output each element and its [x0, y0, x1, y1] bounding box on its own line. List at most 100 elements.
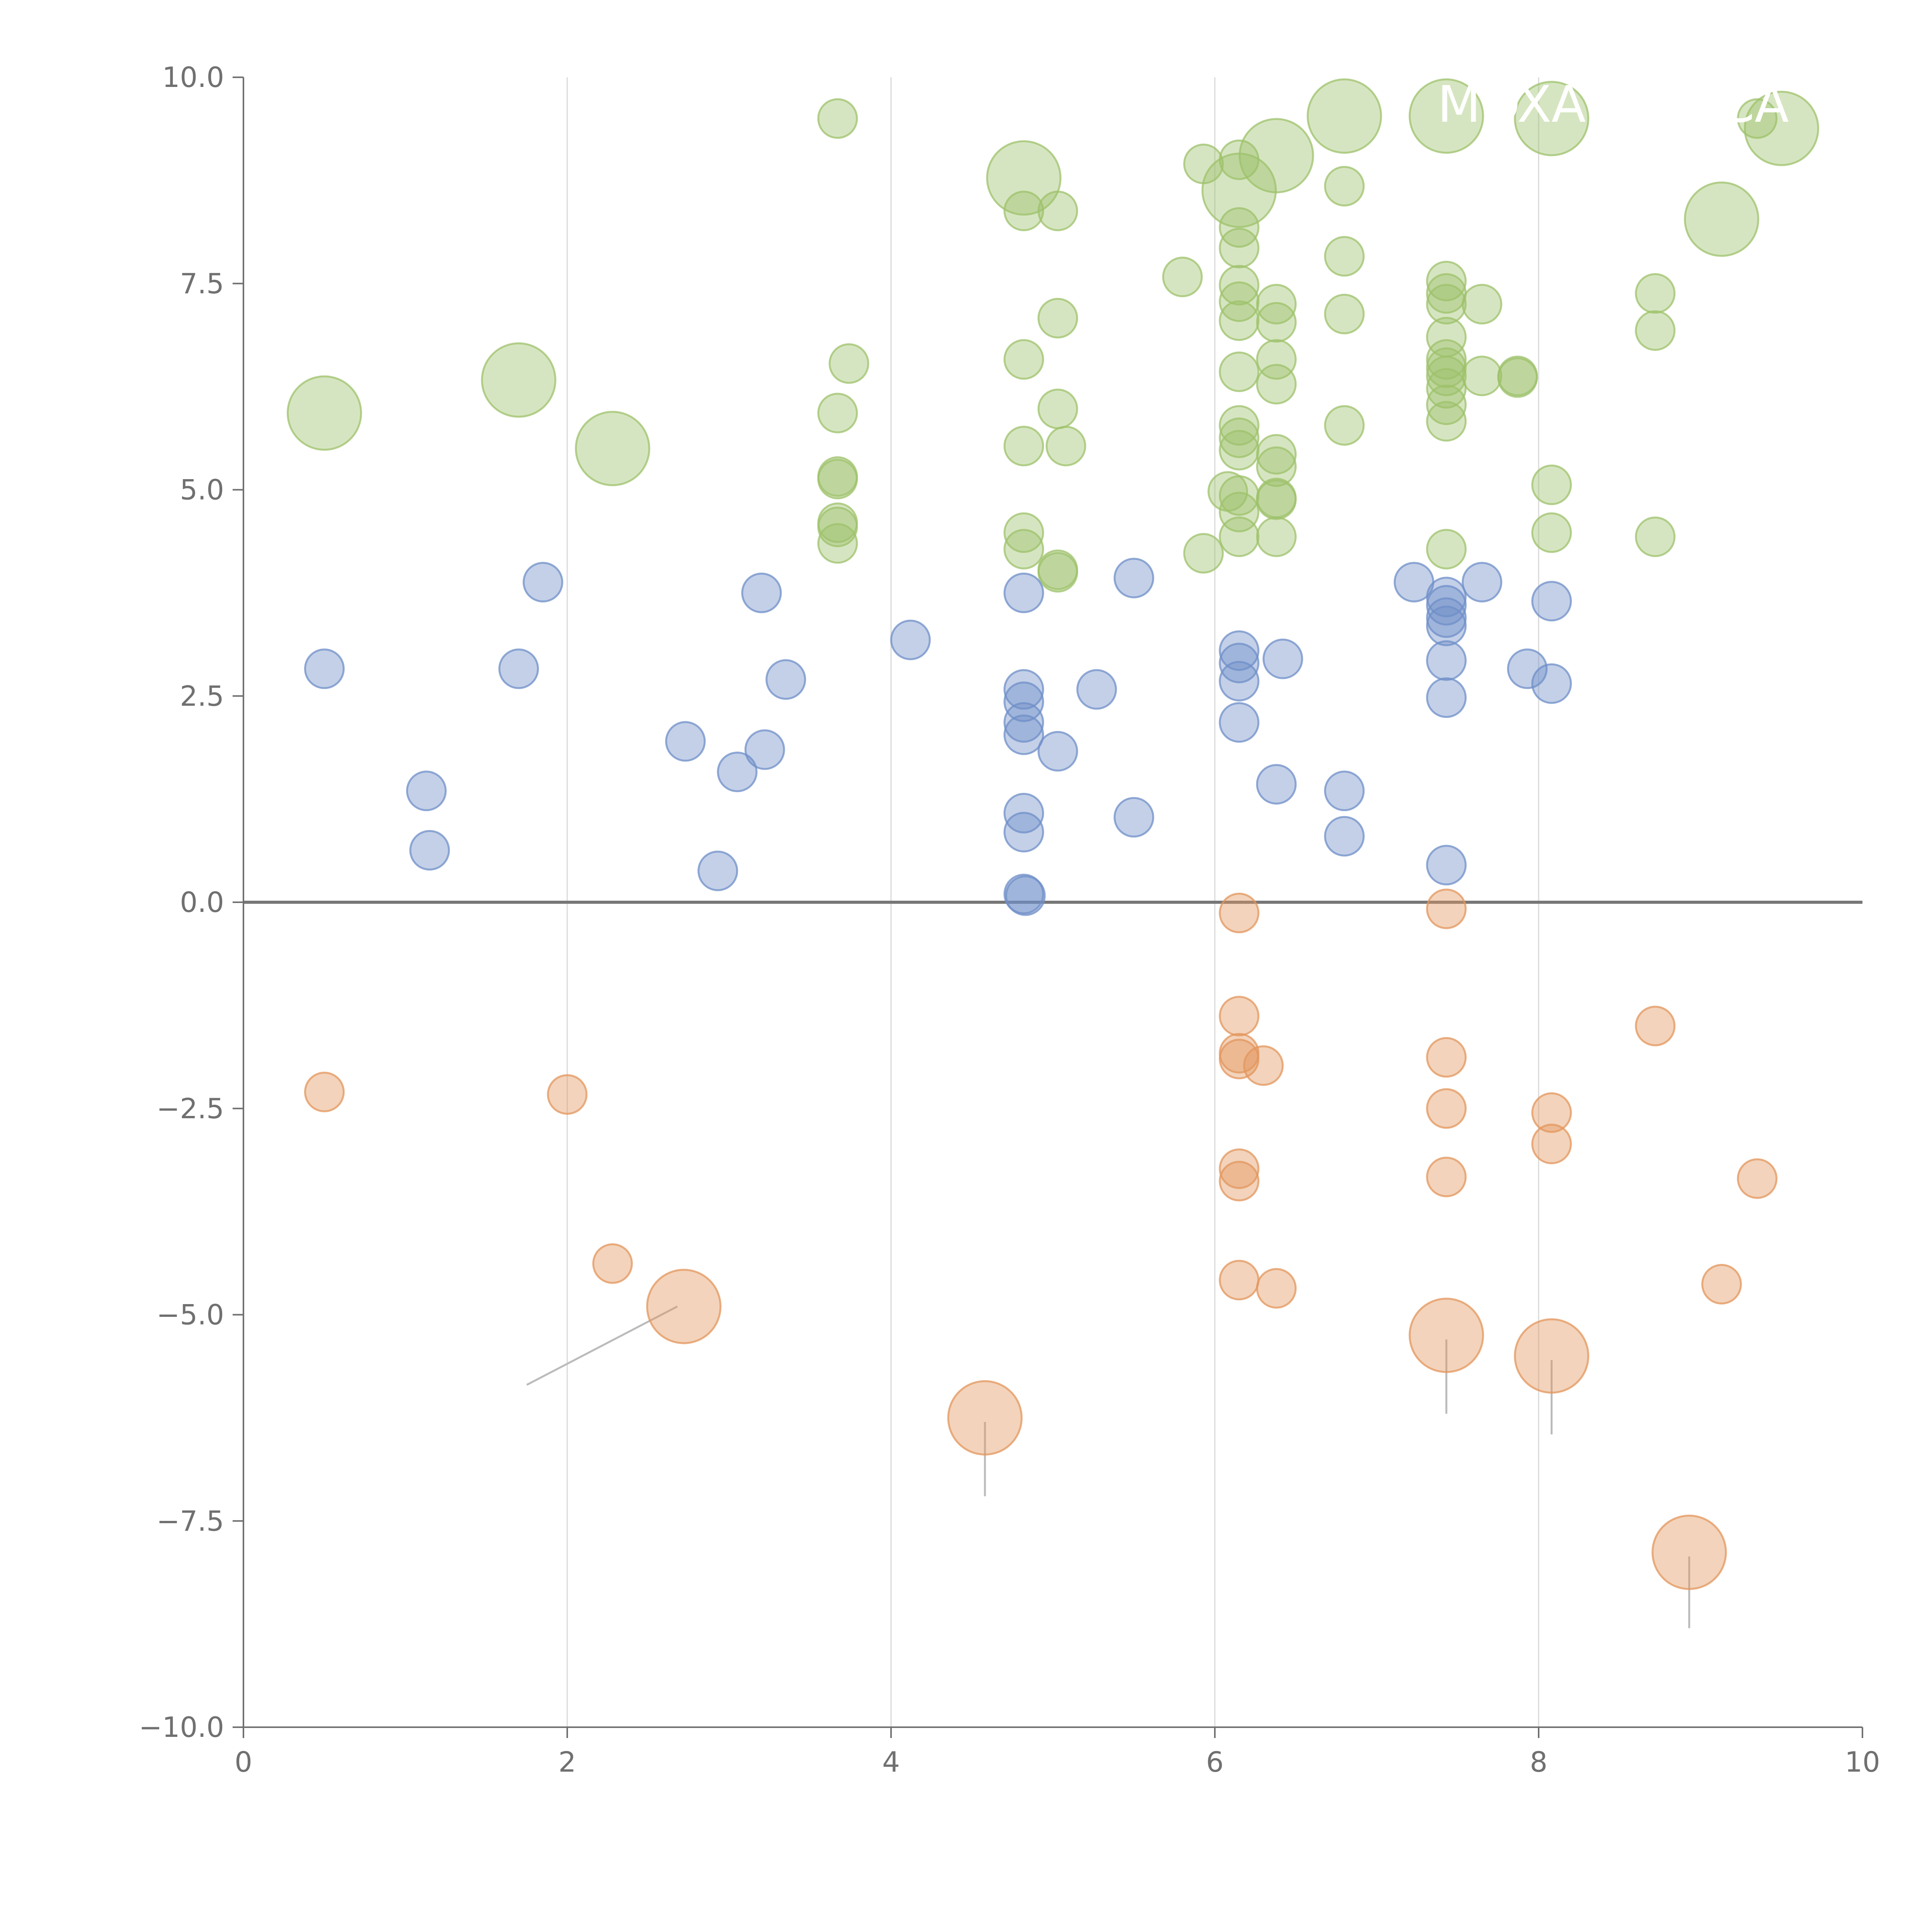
blue-point: [1426, 577, 1467, 617]
orange-point: [1635, 1005, 1676, 1046]
green-point: [1635, 273, 1676, 314]
x-tick-label: 0: [235, 1746, 252, 1778]
green-point: [1003, 425, 1044, 466]
blue-point: [1262, 638, 1303, 679]
green-point: [1426, 368, 1467, 409]
blue-point: [304, 648, 345, 689]
orange-point: [1737, 1158, 1778, 1199]
green-point: [1183, 533, 1224, 574]
orange-point: [1219, 1148, 1260, 1189]
blue-point: [697, 850, 738, 891]
orange-point: [1701, 1264, 1742, 1305]
green-bubble: [1684, 181, 1759, 257]
green-point: [817, 523, 858, 564]
blue-point: [1324, 816, 1365, 857]
y-tick-label: 10.0: [162, 61, 224, 94]
blue-point: [1219, 661, 1260, 702]
green-point: [1531, 512, 1572, 553]
orange-point: [1256, 1268, 1297, 1309]
blue-point: [1426, 585, 1467, 626]
blue-point: [1003, 874, 1044, 915]
green-bubble: [1744, 90, 1819, 166]
green-point: [1003, 190, 1044, 231]
blue-point: [1114, 558, 1154, 599]
y-tick-label: −2.5: [156, 1092, 224, 1125]
green-point: [1256, 516, 1297, 557]
orange-bubble: [1408, 1298, 1484, 1373]
green-point: [828, 343, 869, 384]
annotations: MOXA CA: [1437, 75, 1789, 134]
annotation-moxa: MOXA: [1437, 75, 1586, 134]
green-point: [1162, 257, 1203, 298]
green-point: [1256, 478, 1297, 519]
green-point: [1426, 260, 1467, 301]
green-point: [1003, 339, 1044, 380]
green-point: [1426, 401, 1467, 442]
orange-point: [1243, 1045, 1284, 1086]
axes: 10.0 7.5 5.0 2.5 0.0 −2.5 −5.0 −7.5 −10.0 0 2 4 6 8 10: [139, 61, 1880, 1778]
green-bubble: [575, 411, 650, 486]
orange-point: [1426, 1088, 1467, 1129]
blue-point: [1256, 764, 1297, 805]
green-bubble: [1408, 78, 1484, 154]
blue-point: [1003, 702, 1044, 743]
green-point: [1461, 355, 1502, 396]
green-bubble: [481, 342, 556, 418]
green-point: [1219, 228, 1260, 269]
orange-bubble: [947, 1380, 1023, 1456]
green-point: [1324, 294, 1365, 335]
blue-point: [1426, 640, 1467, 681]
leader-lines: [526, 1305, 1690, 1628]
green-point: [1635, 310, 1676, 351]
orange-point: [1426, 888, 1467, 929]
green-point: [1037, 552, 1078, 593]
x-tick-label: 4: [882, 1746, 900, 1778]
blue-point: [409, 830, 450, 871]
green-point: [1256, 364, 1297, 405]
orange-point: [304, 1071, 345, 1112]
green-point: [817, 393, 858, 434]
blue-point: [1003, 681, 1044, 722]
annotation-ca: CA: [1719, 75, 1789, 134]
blue-point: [522, 562, 563, 603]
green-point: [1037, 388, 1078, 429]
green-point: [1256, 434, 1297, 475]
green-point: [1256, 302, 1297, 343]
green-bubble: [1514, 81, 1590, 156]
green-point: [1219, 351, 1260, 392]
green-bubble: [986, 140, 1062, 216]
green-point: [1497, 357, 1538, 398]
green-bubble: [1238, 118, 1314, 194]
blue-point: [1003, 669, 1044, 710]
orange-point: [547, 1074, 588, 1115]
orange-point: [1531, 1124, 1572, 1165]
green-point: [1219, 516, 1260, 557]
green-point: [1219, 265, 1260, 306]
green-point: [1426, 347, 1467, 388]
green-point: [1219, 417, 1260, 458]
green-point: [1324, 166, 1365, 207]
data-points: [287, 78, 1819, 1590]
blue-point: [1426, 597, 1467, 638]
green-point: [1037, 298, 1078, 338]
blue-point: [744, 729, 785, 770]
blue-point: [1114, 797, 1154, 838]
y-tick-label: −7.5: [156, 1505, 224, 1537]
blue-point: [406, 770, 447, 811]
leader-line: [526, 1305, 678, 1386]
blue-point: [1219, 643, 1260, 684]
green-bubble: [1306, 78, 1382, 154]
orange-point: [1426, 1037, 1467, 1078]
green-point: [1219, 405, 1260, 446]
orange-point: [1219, 996, 1260, 1037]
green-point: [1426, 529, 1467, 570]
green-point: [1256, 339, 1297, 380]
blue-point: [1076, 669, 1117, 710]
blue-point: [1003, 812, 1044, 853]
blue-point: [717, 752, 758, 793]
y-tick-label: −10.0: [139, 1711, 224, 1743]
green-point: [817, 507, 858, 548]
orange-point: [1219, 1039, 1260, 1080]
blue-point: [1426, 677, 1467, 718]
green-point: [1256, 284, 1297, 325]
